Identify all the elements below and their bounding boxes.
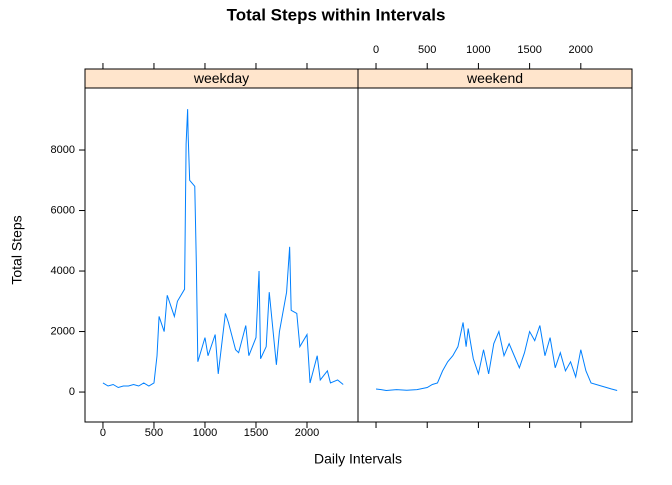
- y-tick-label: 0: [69, 386, 75, 398]
- y-tick-label: 6000: [51, 204, 75, 216]
- strip-label: weekend: [466, 70, 523, 86]
- x-tick-label: 0: [100, 427, 106, 439]
- x-tick-label: 1000: [466, 44, 490, 56]
- chart-title: Total Steps within Intervals: [227, 5, 446, 24]
- y-axis-label: Total Steps: [9, 215, 25, 284]
- x-axis-label: Daily Intervals: [314, 451, 402, 467]
- x-tick-label: 1000: [193, 427, 217, 439]
- y-tick-label: 8000: [51, 144, 75, 156]
- line: [375, 322, 618, 392]
- x-tick-label: 2000: [569, 44, 593, 56]
- panel: [357, 87, 633, 423]
- panel: [84, 87, 359, 423]
- y-tick-label: 2000: [51, 325, 75, 337]
- x-tick-label: 1500: [244, 427, 268, 439]
- line: [102, 109, 344, 389]
- x-tick-label: 500: [145, 427, 163, 439]
- x-tick-label: 2000: [295, 427, 319, 439]
- y-tick-label: 4000: [51, 265, 75, 277]
- strip-label: weekday: [193, 70, 249, 86]
- x-tick-label: 500: [418, 44, 436, 56]
- x-tick-label: 0: [373, 44, 379, 56]
- x-tick-label: 1500: [517, 44, 541, 56]
